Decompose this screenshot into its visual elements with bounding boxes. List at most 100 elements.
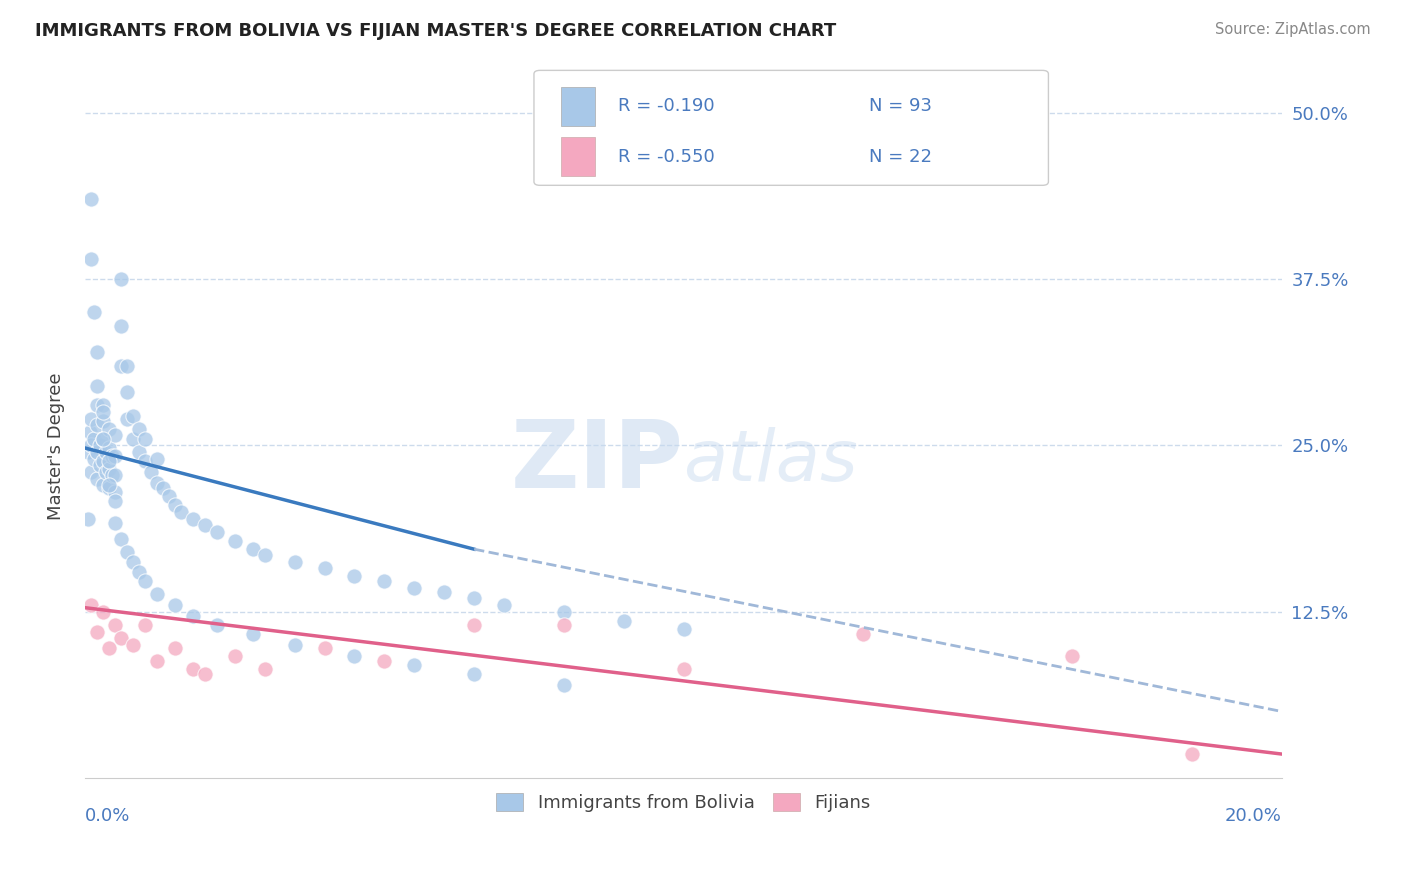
Point [91,454,114,468]
Point [134,454,156,468]
Point [98,441,121,455]
Point [224,534,246,549]
Point [122,432,145,446]
Point [194,667,217,681]
Point [146,654,169,668]
Point [91,432,114,446]
Point [104,516,127,530]
Point [314,640,336,655]
Point [77,445,100,459]
Text: N = 93: N = 93 [869,97,932,115]
Point [98,481,121,495]
Point [80,252,103,267]
Point [170,505,193,519]
Point [110,318,132,333]
Point [253,662,276,676]
Point [91,414,114,428]
Point [80,192,103,206]
Point [128,445,150,459]
Point [91,405,114,419]
Point [181,511,204,525]
Point [122,556,145,570]
Point [672,622,695,636]
Point [86,345,108,359]
Point [181,662,204,676]
Point [343,648,366,663]
Point [91,478,114,492]
Point [110,359,132,373]
Point [98,454,121,468]
Point [89,458,111,473]
Point [553,678,575,692]
Point [83,451,105,466]
Legend: Immigrants from Bolivia, Fijians: Immigrants from Bolivia, Fijians [489,786,877,819]
Text: Master's Degree: Master's Degree [48,372,65,520]
Text: N = 22: N = 22 [869,147,932,166]
Point [115,545,138,559]
Point [77,511,100,525]
Point [91,399,114,413]
Point [146,451,169,466]
Point [86,472,108,486]
Point [83,305,105,319]
Point [80,465,103,479]
Point [284,638,307,652]
Point [98,640,121,655]
Text: IMMIGRANTS FROM BOLIVIA VS FIJIAN MASTER'S DEGREE CORRELATION CHART: IMMIGRANTS FROM BOLIVIA VS FIJIAN MASTER… [35,22,837,40]
Point [80,438,103,452]
Point [98,462,121,476]
Point [433,584,456,599]
Point [122,409,145,424]
Point [1062,648,1084,663]
Point [553,605,575,619]
Point [104,494,127,508]
Point [146,475,169,490]
Point [86,399,108,413]
Text: R = -0.190: R = -0.190 [617,97,714,115]
Point [194,518,217,533]
Point [146,587,169,601]
Text: 20.0%: 20.0% [1225,806,1282,825]
Point [110,272,132,286]
Point [404,581,426,595]
Point [115,359,138,373]
Point [96,465,118,479]
Point [101,449,124,463]
Point [242,542,264,557]
Text: atlas: atlas [683,427,858,497]
Point [284,556,307,570]
Point [163,498,186,512]
Point [205,618,228,632]
Point [613,614,636,628]
Point [115,412,138,426]
Point [91,605,114,619]
Point [343,569,366,583]
Point [134,574,156,588]
Point [1181,747,1204,761]
Point [139,465,162,479]
Point [852,627,875,641]
Point [134,618,156,632]
Point [205,524,228,539]
Text: 0.0%: 0.0% [86,806,131,825]
Point [110,532,132,546]
Point [104,467,127,482]
Point [104,427,127,442]
Text: R = -0.550: R = -0.550 [617,147,714,166]
Point [373,654,395,668]
Point [104,449,127,463]
Point [98,478,121,492]
FancyBboxPatch shape [534,70,1049,186]
Point [242,627,264,641]
Point [83,432,105,446]
Point [492,598,515,612]
Point [134,432,156,446]
Point [152,481,174,495]
Point [181,608,204,623]
Point [157,489,180,503]
Point [122,638,145,652]
Point [463,618,485,632]
Point [404,657,426,672]
Point [86,378,108,392]
Point [314,561,336,575]
